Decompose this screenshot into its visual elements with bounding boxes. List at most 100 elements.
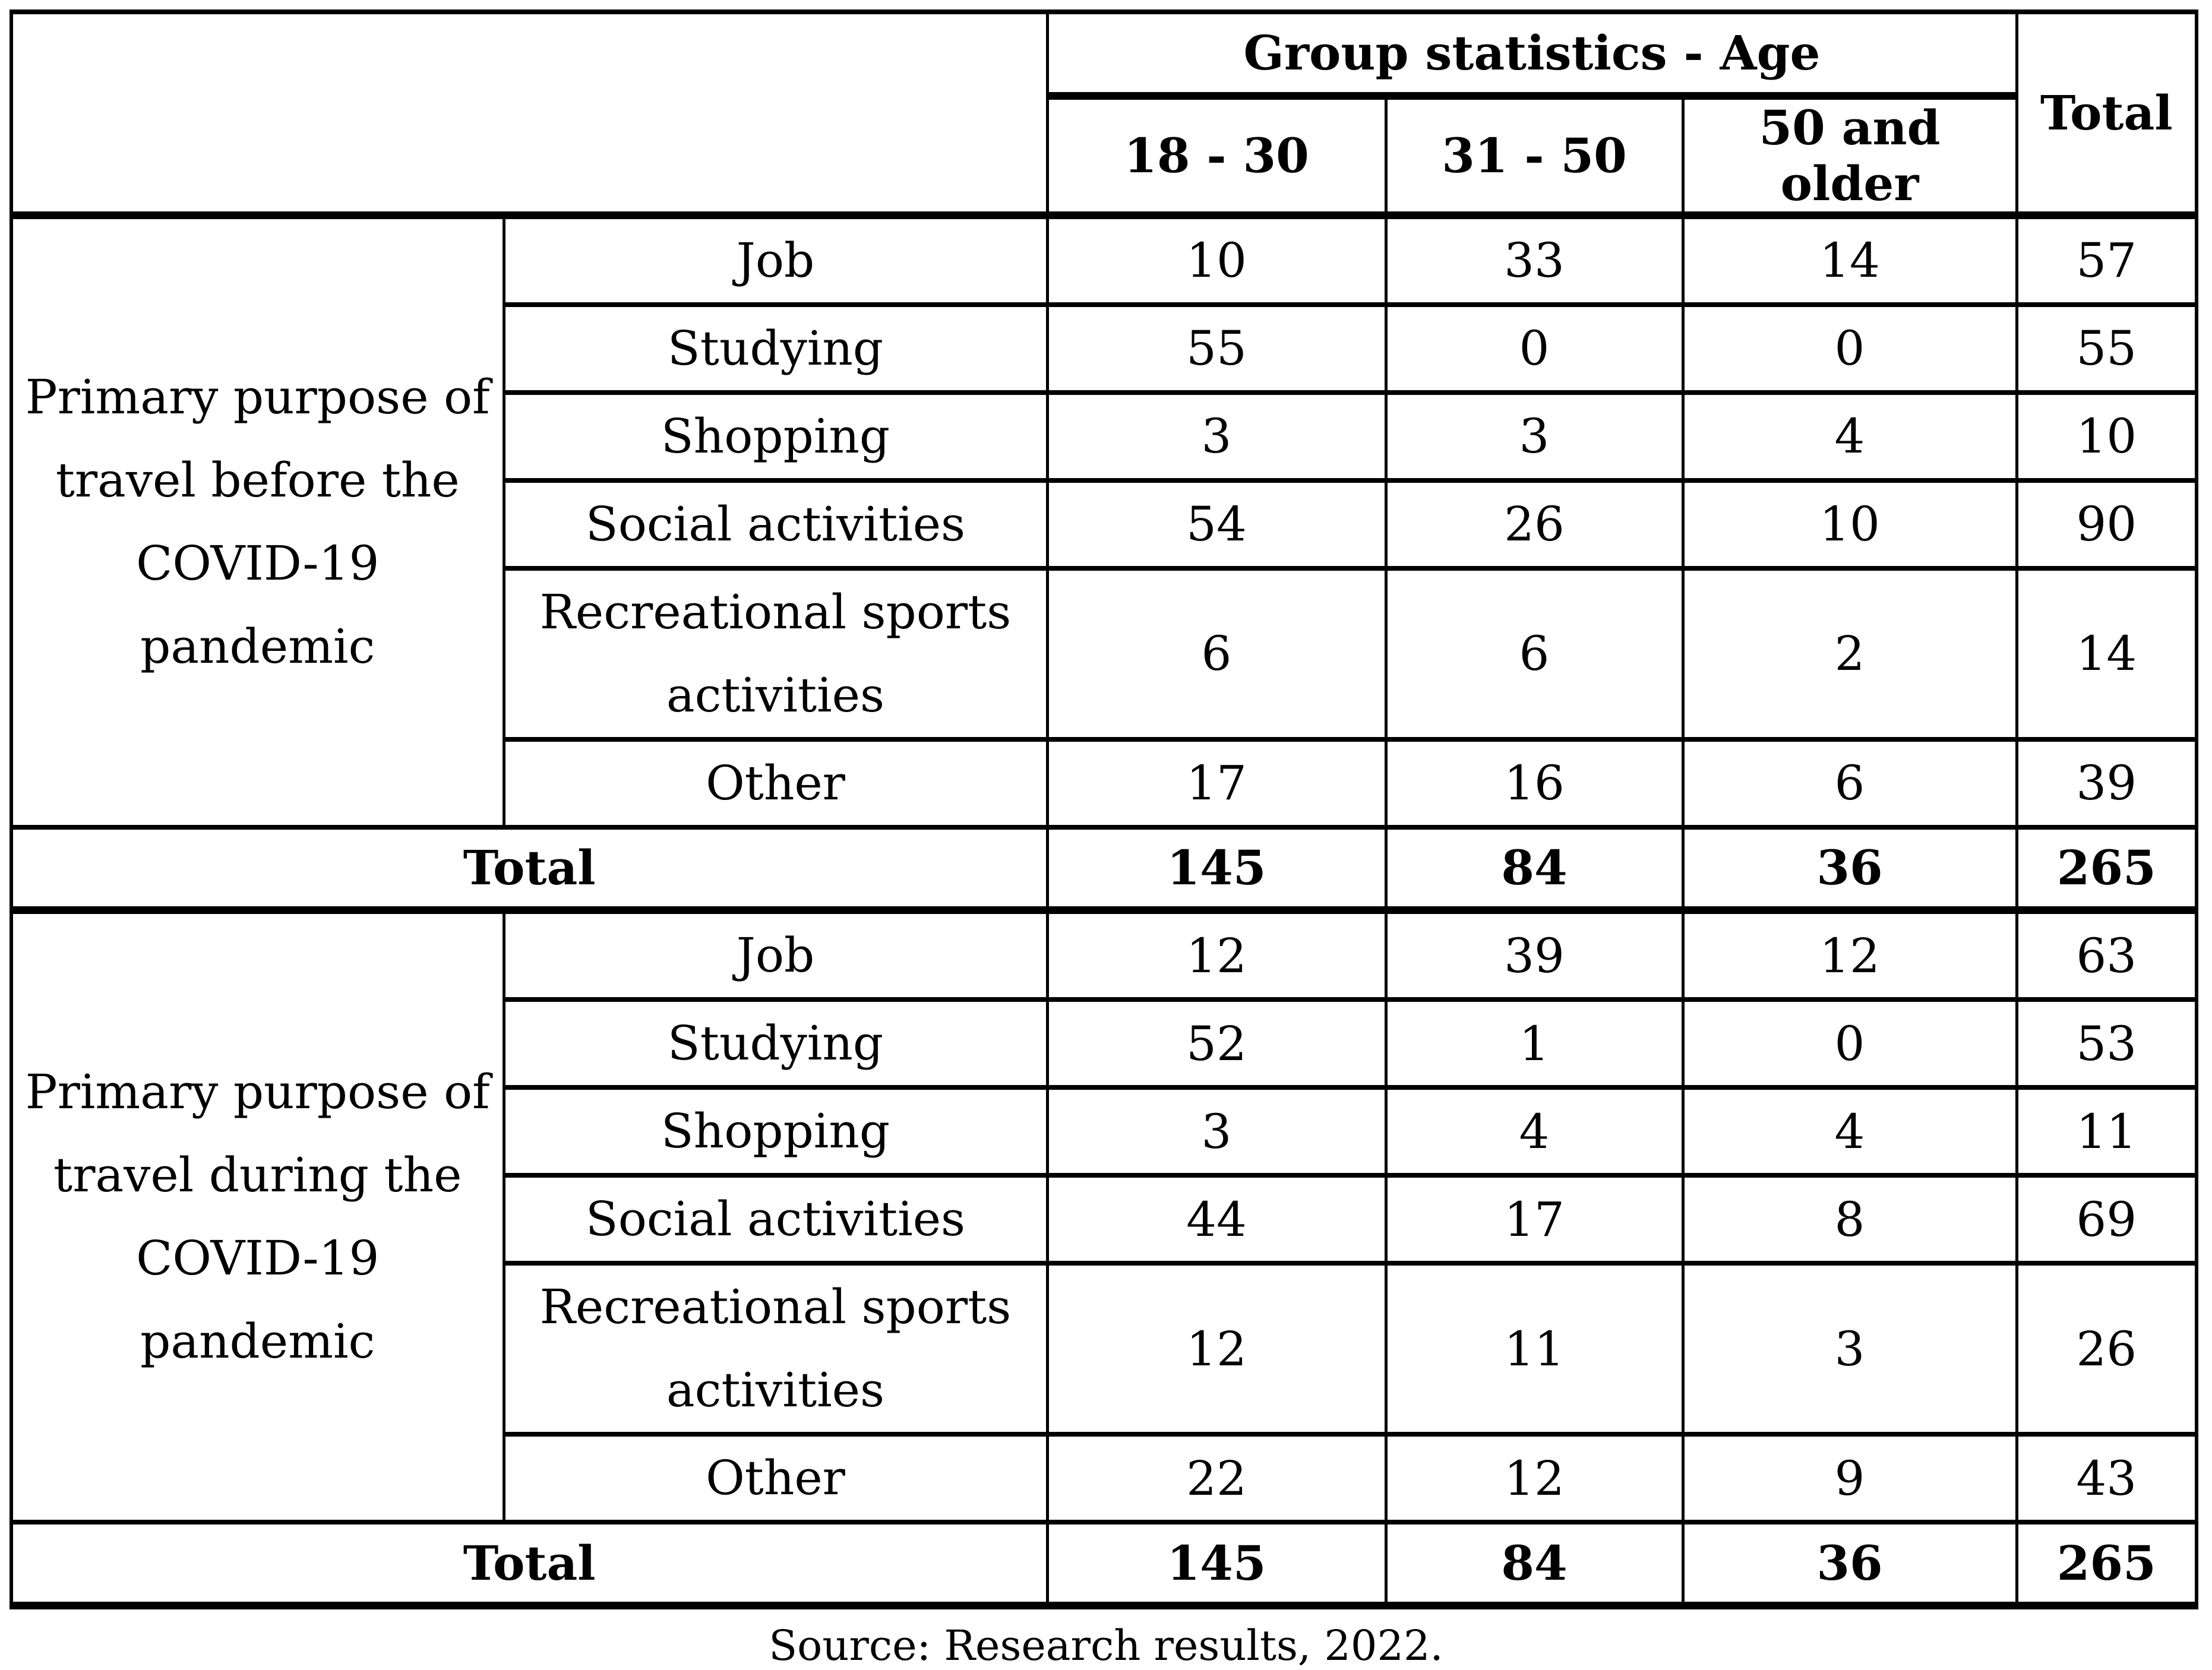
data-cell: 43 (2015, 1432, 2198, 1524)
data-cell: 17 (1384, 1173, 1685, 1266)
data-cell: 63 (2015, 907, 2198, 1002)
corner-cell (10, 10, 1049, 219)
data-cell: 4 (1384, 1085, 1685, 1178)
data-cell: 33 (1384, 213, 1685, 307)
header-total: Total (2015, 10, 2198, 219)
total-cell: 265 (2015, 1520, 2198, 1609)
table-row: Shopping 3 3 4 10 (11, 390, 2198, 483)
row-label-shopping: Shopping (502, 390, 1049, 483)
statistics-table: Group statistics - Age Total 18 - 30 31 … (10, 10, 2199, 1609)
data-cell: 4 (1681, 390, 2018, 483)
total-cell: 265 (2015, 824, 2198, 914)
row-label-job: Job (502, 907, 1049, 1002)
total-cell: 36 (1681, 824, 2018, 914)
data-cell: 39 (2015, 736, 2198, 830)
data-cell: 11 (2015, 1085, 2198, 1178)
total-row-label: Total (10, 1520, 1049, 1609)
total-row-before: Total 145 84 36 265 (10, 824, 2198, 914)
data-cell: 57 (2015, 213, 2198, 307)
header-age-18-30: 18 - 30 (1045, 93, 1388, 219)
data-cell: 53 (2015, 997, 2198, 1090)
data-cell: 2 (1681, 565, 2018, 742)
data-cell: 22 (1045, 1432, 1388, 1524)
data-cell: 0 (1681, 302, 2018, 395)
data-cell: 3 (1045, 390, 1388, 483)
group-label-line: travel during the (53, 1147, 462, 1203)
table-row: Social activities 54 26 10 90 (11, 477, 2198, 571)
data-cell: 10 (1045, 213, 1388, 307)
group-label-before-pandemic: Primary purpose of travel before the COV… (10, 213, 505, 830)
data-cell: 14 (2015, 565, 2198, 742)
data-cell: 39 (1384, 907, 1685, 1002)
source-note: Source: Research results, 2022. (769, 1621, 1443, 1670)
group-label-during-pandemic: Primary purpose of travel during the COV… (10, 907, 505, 1524)
data-cell: 16 (1384, 736, 1685, 830)
table-row: Studying 52 1 0 53 (11, 997, 2198, 1090)
group-label-line: Primary purpose of (25, 369, 490, 425)
data-cell: 0 (1384, 302, 1685, 395)
row-label-line: Recreational sports (539, 584, 1012, 640)
data-cell: 12 (1681, 907, 2018, 1002)
data-cell: 54 (1045, 477, 1388, 571)
data-cell: 55 (1045, 302, 1388, 395)
data-cell: 12 (1045, 907, 1388, 1002)
data-cell: 3 (1045, 1085, 1388, 1178)
total-row-label: Total (10, 824, 1049, 914)
data-cell: 14 (1681, 213, 2018, 307)
row-label-studying: Studying (502, 302, 1049, 395)
header-age-31-50: 31 - 50 (1384, 93, 1685, 219)
data-cell: 9 (1681, 1432, 2018, 1524)
total-cell: 145 (1045, 1520, 1388, 1609)
data-cell: 8 (1681, 1173, 2018, 1266)
data-cell: 0 (1681, 997, 2018, 1090)
table-row: Primary purpose of travel during the COV… (10, 907, 2198, 1524)
data-cell: 4 (1681, 1085, 2018, 1178)
data-cell: 11 (1384, 1261, 1685, 1437)
header-group-statistics-age: Group statistics - Age (1045, 10, 2018, 100)
data-cell: 90 (2015, 477, 2198, 571)
row-label-recreational-sports: Recreational sports activities (502, 1261, 1049, 1437)
row-label-social-activities: Social activities (502, 477, 1049, 571)
row-label-recreational-sports: Recreational sports activities (502, 565, 1049, 742)
data-cell: 26 (2015, 1261, 2198, 1437)
row-label-shopping: Shopping (502, 1085, 1049, 1178)
table-row: Recreational sports activities 12 11 3 2… (11, 1261, 2198, 1437)
row-label-studying: Studying (502, 997, 1049, 1090)
data-cell: 12 (1045, 1261, 1388, 1437)
data-cell: 6 (1384, 565, 1685, 742)
table-row: Shopping 3 4 4 11 (11, 1085, 2198, 1178)
data-cell: 55 (2015, 302, 2198, 395)
data-cell: 17 (1045, 736, 1388, 830)
data-cell: 3 (1384, 390, 1685, 483)
row-label-social-activities: Social activities (502, 1173, 1049, 1266)
data-cell: 52 (1045, 997, 1388, 1090)
data-cell: 12 (1384, 1432, 1685, 1524)
table-row: Other 22 12 9 43 (11, 1432, 2198, 1524)
data-cell: 10 (1681, 477, 2018, 571)
row-label-other: Other (502, 736, 1049, 830)
table-row: Recreational sports activities 6 6 2 14 (11, 565, 2198, 742)
data-cell: 1 (1384, 997, 1685, 1090)
group-label-line: COVID-19 pandemic (136, 535, 380, 674)
group-label-line: travel before the (55, 452, 460, 508)
total-cell: 145 (1045, 824, 1388, 914)
row-label-line: Recreational sports (539, 1279, 1012, 1334)
table-row: Other 17 16 6 39 (11, 736, 2198, 830)
total-row-during: Total 145 84 36 265 (10, 1520, 2198, 1609)
row-label-line: activities (666, 667, 885, 723)
total-cell: 84 (1384, 824, 1685, 914)
data-cell: 26 (1384, 477, 1685, 571)
data-cell: 6 (1681, 736, 2018, 830)
header-age-50-and-older: 50 and older (1681, 93, 2018, 219)
row-label-job: Job (502, 213, 1049, 307)
data-cell: 69 (2015, 1173, 2198, 1266)
data-cell: 10 (2015, 390, 2198, 483)
row-label-line: activities (666, 1362, 885, 1418)
total-cell: 84 (1384, 1520, 1685, 1609)
group-label-line: COVID-19 pandemic (136, 1231, 380, 1369)
data-cell: 6 (1045, 565, 1388, 742)
table-row: Primary purpose of travel before the COV… (10, 213, 2198, 830)
row-label-other: Other (502, 1432, 1049, 1524)
group-label-line: Primary purpose of (25, 1064, 490, 1119)
